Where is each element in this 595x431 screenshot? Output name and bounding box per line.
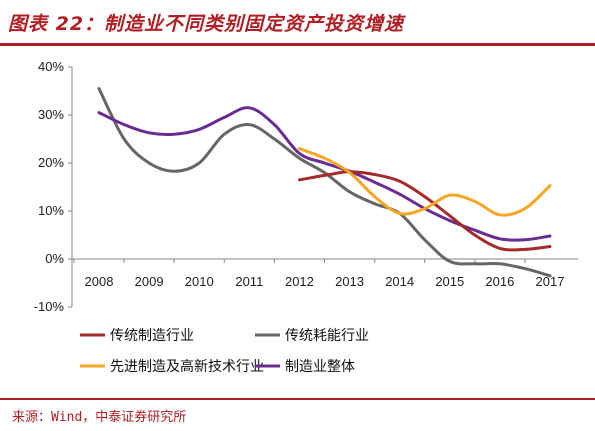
x-tick-label: 2012	[285, 274, 314, 289]
series-line-energy-intensive	[97, 87, 552, 278]
x-tick-label: 2013	[335, 274, 364, 289]
page-title: 图表 22：制造业不同类别固定资产投资增速	[8, 13, 405, 35]
y-tick-label: 10%	[38, 203, 64, 218]
series-line-traditional-manufacturing	[297, 170, 552, 252]
y-tick-label: 40%	[38, 59, 64, 74]
title-rule	[0, 43, 595, 46]
series-group	[97, 87, 552, 278]
legend-item-advanced-hightech: 先进制造及高新技术行业	[80, 358, 264, 375]
series-line-advanced-hightech	[297, 147, 552, 217]
x-tick-label: 2016	[485, 274, 514, 289]
footer-rule	[0, 398, 595, 400]
legend-label: 制造业整体	[285, 359, 355, 375]
x-tick-label: 2009	[135, 274, 164, 289]
legend-label: 先进制造及高新技术行业	[110, 358, 264, 375]
y-tick-label: 20%	[38, 155, 64, 170]
x-tick-label: 2008	[85, 274, 114, 289]
x-tick-label: 2014	[385, 274, 414, 289]
legend-label: 传统耗能行业	[285, 328, 369, 344]
y-tick-label: 0%	[45, 251, 64, 266]
x-tick-label: 2011	[235, 274, 263, 289]
legend-label: 传统制造行业	[110, 328, 194, 344]
legend-item-traditional-manufacturing: 传统制造行业	[80, 328, 194, 344]
x-tick-label: 2010	[185, 274, 214, 289]
y-tick-label: 30%	[38, 107, 64, 122]
series-line-manufacturing-overall	[97, 106, 552, 242]
x-tick-label: 2015	[435, 274, 464, 289]
legend-item-energy-intensive: 传统耗能行业	[255, 328, 369, 344]
axes: -10% 0% 10% 20% 30% 40% 2008 2009 2010 2011 2012 20…	[34, 59, 578, 314]
y-tick-label: -10%	[34, 299, 65, 314]
title-bar: 图表 22：制造业不同类别固定资产投资增速	[0, 0, 595, 44]
x-tick-label: 2017	[536, 274, 565, 289]
source-note: 来源：Wind，中泰证券研究所	[12, 410, 187, 425]
legend-item-manufacturing-overall: 制造业整体	[255, 359, 355, 375]
